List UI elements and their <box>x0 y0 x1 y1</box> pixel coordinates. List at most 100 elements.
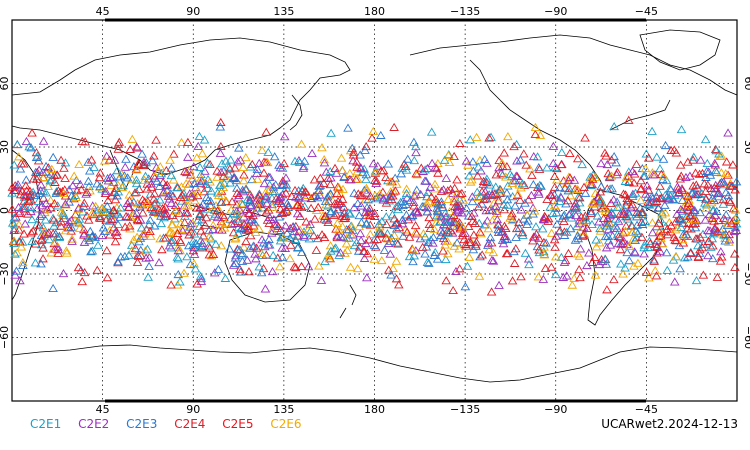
observation-marker <box>688 181 698 190</box>
observation-marker <box>107 215 117 224</box>
observation-marker <box>201 192 212 201</box>
observation-marker <box>86 247 96 256</box>
observation-marker <box>9 185 19 194</box>
observation-marker <box>84 166 95 175</box>
observation-marker <box>582 223 592 232</box>
axis-labels: 45 90 135 180 −135 −90 −45 45 90 135 180 −135 −90 −45… <box>0 5 750 416</box>
observation-marker <box>621 172 632 181</box>
observation-marker <box>370 190 380 200</box>
bottom-lon-tick-label: 180 <box>364 403 385 416</box>
observation-marker <box>224 244 235 253</box>
observation-marker <box>46 248 57 257</box>
observation-marker <box>332 205 343 214</box>
observation-marker <box>697 168 708 177</box>
observation-marker <box>611 158 621 167</box>
observation-marker <box>130 243 141 253</box>
observation-marker <box>722 220 733 229</box>
observation-marker <box>482 174 492 183</box>
observation-marker <box>221 218 231 227</box>
observation-marker <box>539 250 550 259</box>
observation-marker <box>337 222 348 231</box>
observation-marker <box>95 168 106 177</box>
observation-marker <box>251 254 261 263</box>
observation-marker <box>233 214 243 223</box>
observation-marker <box>83 215 94 224</box>
observation-marker <box>285 223 296 232</box>
observation-marker <box>517 179 528 188</box>
observation-marker <box>154 257 164 267</box>
observation-marker <box>353 198 363 207</box>
observation-marker <box>365 191 376 200</box>
observation-marker <box>136 250 146 259</box>
observation-marker <box>242 255 253 264</box>
observation-marker <box>426 127 437 136</box>
observation-marker <box>624 177 635 186</box>
observation-marker <box>228 260 239 269</box>
observation-marker <box>269 152 280 161</box>
observation-marker <box>64 185 75 194</box>
observation-marker <box>288 222 298 231</box>
top-lon-tick-label: 135 <box>273 5 294 18</box>
observation-marker <box>34 165 44 174</box>
observation-marker <box>550 242 560 251</box>
observation-marker <box>633 228 643 237</box>
observation-marker <box>455 224 466 233</box>
observation-marker <box>480 194 490 203</box>
observation-marker <box>177 226 188 235</box>
observation-marker <box>332 200 343 209</box>
observation-marker <box>112 191 122 200</box>
observation-marker <box>134 237 144 246</box>
observation-marker <box>389 122 399 131</box>
observation-marker <box>567 280 578 289</box>
observation-marker <box>589 252 600 262</box>
observation-marker <box>682 157 693 166</box>
observation-marker <box>618 269 628 278</box>
observation-marker <box>179 268 189 277</box>
observation-marker <box>716 177 727 186</box>
observation-marker <box>58 268 69 278</box>
observation-marker <box>507 276 518 285</box>
observation-marker <box>520 198 530 207</box>
observation-marker <box>681 190 692 199</box>
observation-marker <box>7 204 17 213</box>
observation-marker <box>436 226 446 235</box>
observation-marker <box>723 170 733 179</box>
observation-marker <box>196 276 207 285</box>
observation-marker <box>500 172 511 181</box>
observation-marker <box>570 235 581 244</box>
observation-marker <box>193 186 203 196</box>
observation-marker <box>43 181 53 191</box>
observation-marker <box>460 282 471 291</box>
observation-marker <box>46 164 57 173</box>
observation-marker <box>60 191 71 200</box>
observation-marker <box>575 244 586 253</box>
observation-marker <box>505 169 515 178</box>
observation-marker <box>32 171 43 181</box>
observation-marker <box>655 181 665 190</box>
observation-marker <box>356 217 367 227</box>
observation-marker <box>135 233 146 242</box>
observation-marker <box>132 165 142 174</box>
observation-marker <box>388 187 399 196</box>
observation-marker <box>56 155 66 164</box>
observation-marker <box>715 178 725 187</box>
observation-marker <box>378 194 389 203</box>
observation-marker <box>574 219 585 228</box>
observation-marker <box>730 214 741 223</box>
observation-marker <box>140 171 151 180</box>
observation-marker <box>348 147 359 156</box>
observation-marker <box>624 256 635 265</box>
observation-marker <box>689 152 699 161</box>
observation-marker <box>519 214 529 223</box>
observation-marker <box>677 206 688 215</box>
observation-marker <box>200 220 211 229</box>
observation-marker <box>225 155 236 164</box>
observation-marker <box>262 199 272 208</box>
observation-marker <box>126 240 137 249</box>
observation-marker <box>660 140 671 150</box>
observation-marker <box>356 236 366 245</box>
observation-marker <box>443 249 453 258</box>
observation-marker <box>643 185 654 194</box>
observation-marker <box>195 211 205 220</box>
observation-marker <box>443 194 453 204</box>
